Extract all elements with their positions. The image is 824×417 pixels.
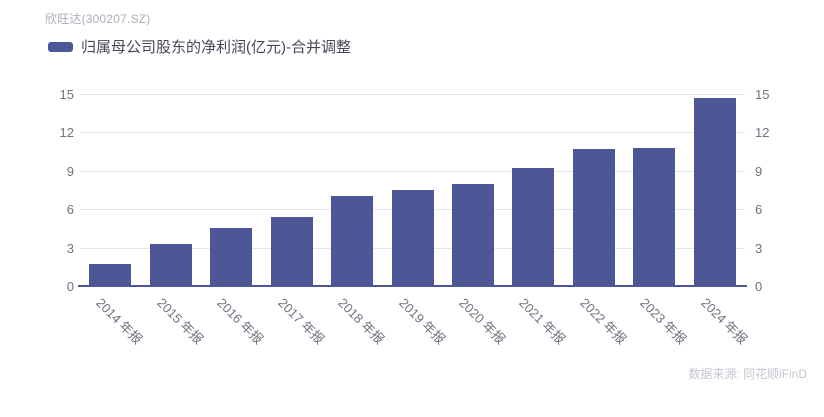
bar-2021[interactable] bbox=[512, 168, 555, 286]
y-axis-left-tick-6: 6 bbox=[66, 202, 74, 218]
x-axis-tick-2020: 2020 年报 bbox=[456, 295, 509, 348]
bar-2017[interactable] bbox=[270, 216, 313, 286]
x-axis-tick-2016: 2016 年报 bbox=[214, 295, 267, 348]
x-axis-tick-2015: 2015 年报 bbox=[153, 295, 206, 348]
y-axis-left-tick-15: 15 bbox=[59, 87, 74, 102]
gridline-12 bbox=[80, 132, 745, 134]
chart-title: 欣旺达(300207.SZ) bbox=[45, 12, 151, 26]
legend-marker-icon bbox=[48, 41, 73, 52]
bar-2015[interactable] bbox=[149, 243, 192, 286]
y-axis-left-tick-0: 0 bbox=[66, 279, 74, 294]
bar-2014[interactable] bbox=[89, 264, 132, 286]
bar-2023[interactable] bbox=[633, 147, 676, 286]
x-axis-tick-2022: 2022 年报 bbox=[577, 295, 630, 348]
legend-label: 归属母公司股东的净利润(亿元)-合并调整 bbox=[81, 39, 351, 56]
plot-area bbox=[80, 94, 745, 286]
x-axis-tick-2014: 2014 年报 bbox=[93, 295, 146, 348]
x-axis-line bbox=[78, 285, 747, 287]
bar-2016[interactable] bbox=[210, 228, 253, 286]
y-axis-right-tick-3: 3 bbox=[755, 240, 763, 256]
y-axis-left-tick-12: 12 bbox=[59, 125, 74, 141]
y-axis-right-tick-12: 12 bbox=[755, 125, 770, 141]
y-axis-right-tick-9: 9 bbox=[755, 163, 763, 179]
data-source-note: 数据来源: 同花顺iFinD bbox=[688, 367, 807, 381]
bar-2018[interactable] bbox=[331, 196, 374, 286]
bar-2020[interactable] bbox=[451, 183, 494, 286]
y-axis-left-tick-3: 3 bbox=[66, 240, 74, 256]
y-axis-left-tick-9: 9 bbox=[66, 163, 74, 179]
gridline-9 bbox=[80, 170, 745, 172]
x-axis-tick-2024: 2024 年报 bbox=[698, 295, 751, 348]
bar-2022[interactable] bbox=[572, 149, 615, 286]
x-axis-tick-2017: 2017 年报 bbox=[274, 295, 327, 348]
x-axis-tick-2023: 2023 年报 bbox=[637, 295, 690, 348]
gridline-15 bbox=[80, 94, 745, 95]
y-axis-right-tick-6: 6 bbox=[755, 202, 763, 218]
bar-2019[interactable] bbox=[391, 190, 434, 286]
x-axis-tick-2019: 2019 年报 bbox=[395, 295, 448, 348]
legend-item[interactable]: 归属母公司股东的净利润(亿元)-合并调整 bbox=[48, 36, 351, 57]
x-axis-tick-2018: 2018 年报 bbox=[335, 295, 388, 348]
y-axis-right-tick-15: 15 bbox=[755, 87, 770, 102]
x-axis-tick-2021: 2021 年报 bbox=[516, 295, 569, 348]
y-axis-right-tick-0: 0 bbox=[755, 279, 763, 294]
bar-2024[interactable] bbox=[693, 97, 736, 286]
